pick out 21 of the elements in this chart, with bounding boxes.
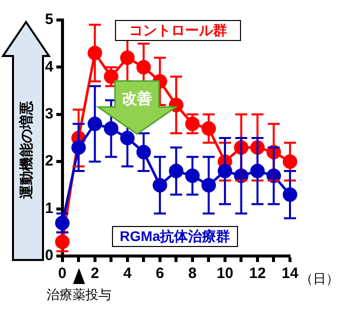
y-tick-label: 2 [45,152,54,170]
x-axis-title: （日） [300,270,339,288]
x-tick-label: 10 [216,265,234,282]
x-tick-label: 14 [282,265,299,282]
x-tick-label: 6 [156,265,164,282]
y-tick-label: 3 [45,106,54,123]
y-tick-label: 5 [45,11,54,28]
point [55,212,70,234]
y-tick-label: 4 [45,58,54,76]
x-tick-label: 8 [188,265,197,282]
annotation: 改善 [122,90,152,108]
x-tick-label: 12 [249,265,266,282]
x-tick-label: 0 [58,265,67,282]
y-tick-label: 0 [45,247,54,264]
text: 治療薬投与 [46,286,112,304]
x-tick-label: 2 [90,265,100,282]
y-tick-label: 1 [45,200,54,217]
series-label: コントロール群 [115,20,241,41]
text: RGMa抗体治療群 [112,226,238,247]
y-axis-title: 運動機能の増悪 [18,101,35,199]
x-tick-label: 4 [123,265,132,282]
